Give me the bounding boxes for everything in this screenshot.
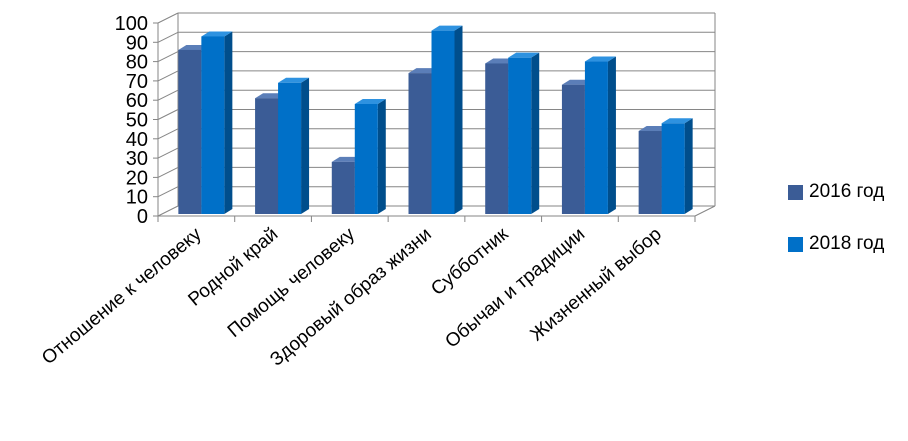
- legend-swatch-2016: [788, 184, 803, 200]
- gridline-depth: [157, 186, 179, 198]
- y-tick-label: 70: [126, 71, 148, 93]
- bar-side: [684, 118, 693, 214]
- bar-top: [431, 25, 463, 31]
- x-tick-label: Жизненный выбор: [527, 224, 666, 346]
- bar-side: [301, 77, 310, 214]
- bar-side: [454, 25, 463, 215]
- y-tick-label: 10: [126, 187, 148, 209]
- y-tick-label: 30: [126, 148, 148, 170]
- gridline-depth: [157, 31, 179, 43]
- gridline-depth: [157, 70, 179, 82]
- bar-top: [278, 77, 310, 83]
- gridline-depth: [157, 166, 179, 178]
- gridline-depth: [157, 12, 179, 24]
- bar: [331, 161, 355, 214]
- gridline-depth: [157, 51, 179, 63]
- y-tick-label: 100: [115, 13, 148, 35]
- gridline-depth: [157, 89, 179, 101]
- bar: [561, 84, 585, 214]
- legend: 2016 год 2018 год: [788, 180, 906, 284]
- legend-label-2016: 2016 год: [809, 181, 885, 202]
- gridline-depth: [157, 109, 179, 120]
- x-tick-label: Помощь человеку: [224, 223, 360, 342]
- y-tick-label: 50: [126, 110, 148, 132]
- bar: [431, 30, 455, 215]
- x-tick-label: Отношение к человеку: [38, 223, 206, 369]
- bar-top: [661, 118, 693, 124]
- bar: [485, 63, 509, 215]
- y-tick-label: 60: [126, 90, 148, 112]
- bar-side: [607, 56, 616, 214]
- legend-label-2018: 2018 год: [809, 233, 885, 254]
- y-tick-label: 20: [126, 167, 148, 189]
- bar: [354, 103, 378, 214]
- legend-item-2016: 2016 год: [788, 180, 906, 204]
- bar: [178, 49, 202, 215]
- x-tick-label: Обычаи и традиции: [441, 224, 589, 353]
- bar: [638, 131, 662, 214]
- legend-item-2018: 2018 год: [788, 232, 906, 256]
- bar-side: [531, 52, 540, 214]
- bar-side: [224, 31, 233, 214]
- floor-right-edge: [694, 205, 716, 217]
- gridline-depth: [157, 205, 179, 217]
- gridline-depth: [157, 128, 179, 140]
- legend-swatch-2018: [788, 236, 803, 252]
- y-tick-label: 40: [126, 129, 148, 151]
- bar-side: [377, 98, 386, 214]
- bar: [661, 123, 685, 214]
- bar-top: [201, 31, 233, 37]
- y-tick-label: 80: [126, 52, 148, 74]
- bar: [201, 36, 225, 214]
- bar: [508, 57, 532, 214]
- y-tick-label: 90: [126, 32, 148, 54]
- gridline-depth: [157, 147, 179, 159]
- bar: [278, 82, 302, 214]
- bar-top: [584, 56, 616, 62]
- bar: [408, 73, 432, 214]
- bar: [255, 98, 279, 214]
- bar: [584, 61, 608, 214]
- y-tick-label: 0: [137, 206, 148, 228]
- bar-top: [508, 52, 540, 58]
- bar-top: [354, 98, 386, 104]
